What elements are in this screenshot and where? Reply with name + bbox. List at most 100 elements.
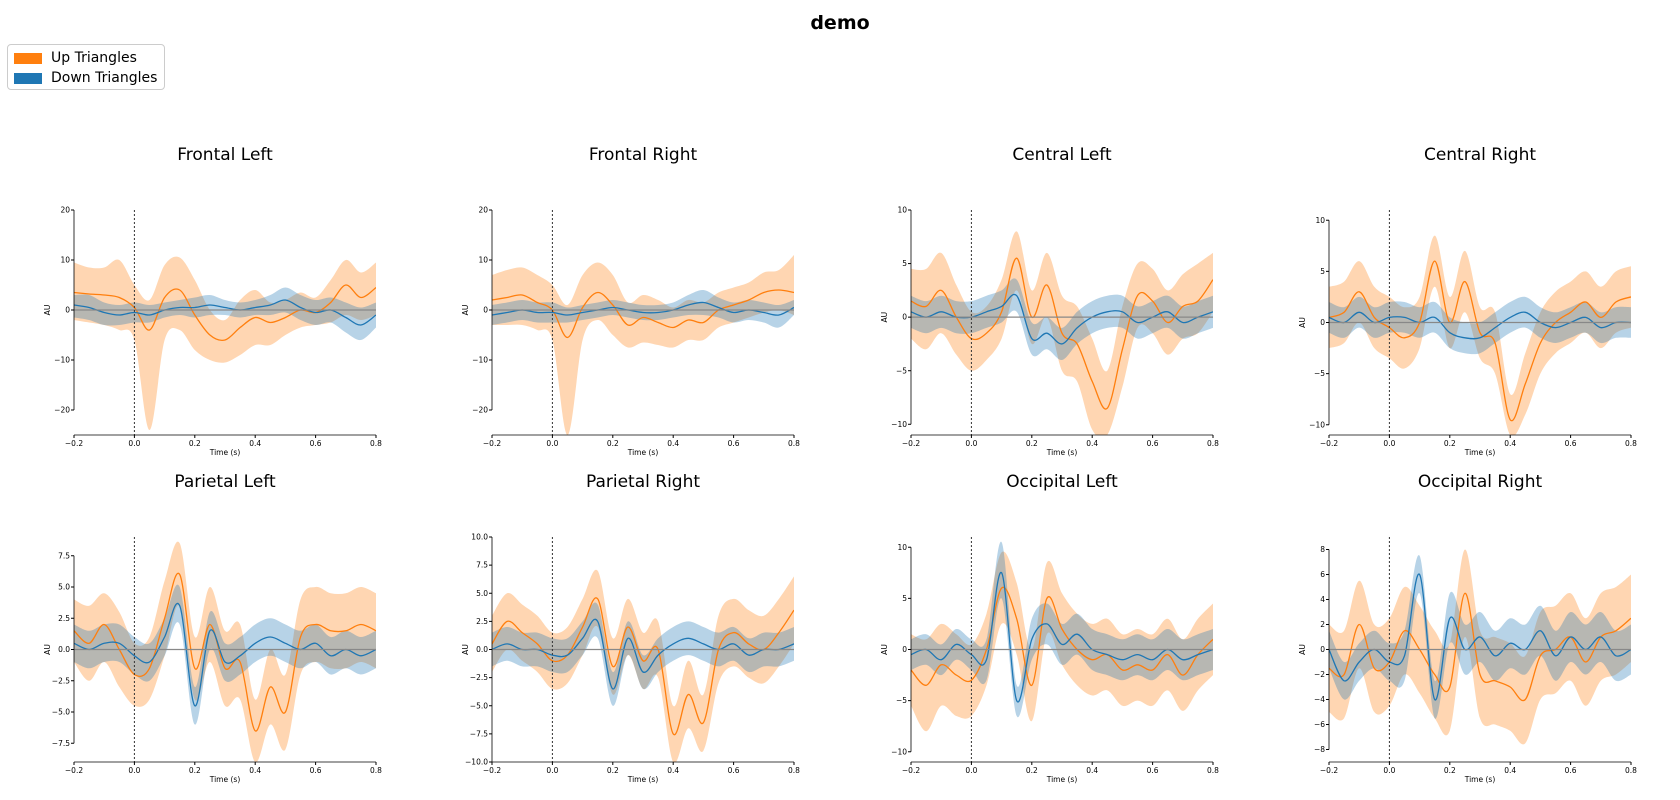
plot-area bbox=[911, 231, 1213, 435]
x-tick-label: 0.4 bbox=[1086, 766, 1098, 775]
x-tick-label: 0.2 bbox=[1444, 439, 1456, 448]
y-tick-label: 10 bbox=[897, 206, 907, 215]
y-tick-label: 10 bbox=[60, 256, 70, 265]
y-tick-label: 10.0 bbox=[471, 533, 488, 542]
x-tick-label: 0.2 bbox=[189, 766, 201, 775]
mean-line-up-triangles bbox=[911, 586, 1213, 686]
x-tick-label: −0.2 bbox=[902, 439, 920, 448]
x-tick-label: −0.2 bbox=[1320, 766, 1338, 775]
subplot-title: Occipital Right bbox=[1418, 472, 1543, 492]
figure-title: demo bbox=[810, 12, 870, 34]
legend-swatch-up bbox=[14, 52, 42, 64]
subplot-title: Parietal Left bbox=[174, 472, 276, 492]
x-axis-label: Time (s) bbox=[1046, 448, 1078, 457]
ci-band-up-triangles bbox=[1329, 235, 1631, 435]
mean-line-up-triangles bbox=[911, 257, 1213, 410]
x-tick-label: 0.6 bbox=[1565, 766, 1577, 775]
subplot-title: Central Left bbox=[1012, 145, 1112, 165]
ci-band-down-triangles bbox=[74, 584, 376, 725]
ci-band-up-triangles bbox=[492, 255, 794, 435]
y-tick-label: −7.5 bbox=[470, 729, 488, 738]
x-tick-label: 0.8 bbox=[1207, 439, 1219, 448]
x-axis-label: Time (s) bbox=[1464, 448, 1496, 457]
plot-area bbox=[492, 255, 794, 435]
legend-label-down: Down Triangles bbox=[51, 70, 158, 86]
ci-band-down-triangles bbox=[911, 278, 1213, 361]
x-tick-label: 0.6 bbox=[1147, 439, 1159, 448]
legend-swatch-down bbox=[14, 72, 42, 84]
y-tick-label: 0 bbox=[902, 645, 907, 654]
x-axis-label: Time (s) bbox=[1046, 775, 1078, 784]
y-tick-label: 10 bbox=[1315, 216, 1325, 225]
mean-line-up-triangles bbox=[74, 572, 376, 732]
x-tick-label: 0.0 bbox=[1383, 766, 1395, 775]
x-tick-label: 0.8 bbox=[788, 439, 800, 448]
y-tick-label: 0.0 bbox=[58, 645, 70, 654]
plot-area bbox=[74, 256, 376, 430]
y-tick-label: −10 bbox=[891, 420, 907, 429]
x-axis-label: Time (s) bbox=[627, 448, 659, 457]
x-tick-label: 0.0 bbox=[965, 766, 977, 775]
mean-line-down-triangles bbox=[74, 602, 376, 707]
mean-line-up-triangles bbox=[74, 284, 376, 342]
x-tick-label: 0.6 bbox=[1565, 439, 1577, 448]
legend: Up Triangles Down Triangles bbox=[7, 44, 165, 90]
x-tick-label: −0.2 bbox=[65, 439, 83, 448]
subplot-title: Parietal Right bbox=[586, 472, 700, 492]
y-tick-label: 0 bbox=[902, 313, 907, 322]
y-tick-label: 2.5 bbox=[58, 614, 70, 623]
y-tick-label: 0 bbox=[483, 306, 488, 315]
x-tick-label: 0.4 bbox=[249, 439, 261, 448]
y-axis-label: AU bbox=[1298, 644, 1307, 655]
x-tick-label: 0.0 bbox=[965, 439, 977, 448]
y-axis-label: AU bbox=[461, 305, 470, 316]
y-tick-label: 10 bbox=[897, 543, 907, 552]
plot-area bbox=[911, 541, 1213, 732]
y-tick-label: −20 bbox=[54, 406, 70, 415]
x-tick-label: 0.0 bbox=[128, 766, 140, 775]
y-tick-label: −5.0 bbox=[52, 708, 70, 717]
y-axis-label: AU bbox=[880, 312, 889, 323]
x-tick-label: 0.4 bbox=[667, 766, 679, 775]
x-tick-label: 0.4 bbox=[1504, 439, 1516, 448]
x-tick-label: 0.0 bbox=[546, 439, 558, 448]
subplot-title: Central Right bbox=[1424, 145, 1536, 165]
subplot-title: Frontal Right bbox=[589, 145, 698, 165]
y-tick-label: 5.0 bbox=[476, 589, 488, 598]
y-tick-label: 0.0 bbox=[476, 645, 488, 654]
plot-area bbox=[1329, 549, 1631, 745]
legend-item-up-triangles: Up Triangles bbox=[14, 49, 137, 67]
subplot-central-left: Central Left −0.2 0.0 0.2 0.4 0.6 0.8 −10 −5 0 5 10… bbox=[880, 145, 1219, 457]
x-tick-label: 0.6 bbox=[1147, 766, 1159, 775]
plot-area bbox=[74, 541, 376, 762]
y-tick-label: 7.5 bbox=[58, 551, 70, 560]
x-tick-label: 0.6 bbox=[310, 766, 322, 775]
x-tick-label: 0.4 bbox=[1504, 766, 1516, 775]
subplot-title: Frontal Left bbox=[177, 145, 273, 165]
x-tick-label: −0.2 bbox=[483, 766, 501, 775]
ci-band-down-triangles bbox=[74, 287, 376, 341]
ci-band-up-triangles bbox=[1329, 549, 1631, 745]
ci-band-up-triangles bbox=[911, 551, 1213, 732]
y-tick-label: −10.0 bbox=[465, 758, 488, 767]
y-tick-label: −6 bbox=[1314, 720, 1325, 729]
y-tick-label: 7.5 bbox=[476, 561, 488, 570]
ci-band-down-triangles bbox=[1329, 296, 1631, 355]
x-tick-label: 0.6 bbox=[310, 439, 322, 448]
mean-line-up-triangles bbox=[492, 289, 794, 339]
x-tick-label: 0.8 bbox=[370, 439, 382, 448]
x-tick-label: −0.2 bbox=[1320, 439, 1338, 448]
subplot-title: Occipital Left bbox=[1006, 472, 1118, 492]
y-tick-label: 5 bbox=[902, 259, 907, 268]
x-axis-label: Time (s) bbox=[209, 448, 241, 457]
x-tick-label: 0.0 bbox=[128, 439, 140, 448]
y-axis-label: AU bbox=[1298, 317, 1307, 328]
subplot-frontal-left: Frontal Left −0.2 0.0 0.2 0.4 0.6 0.8 −20 −10 0 10… bbox=[43, 145, 382, 457]
y-tick-label: −7.5 bbox=[52, 739, 70, 748]
y-tick-label: 0 bbox=[65, 306, 70, 315]
y-axis-label: AU bbox=[880, 644, 889, 655]
y-tick-label: −5.0 bbox=[470, 701, 488, 710]
y-tick-label: 2.5 bbox=[476, 617, 488, 626]
y-tick-label: −20 bbox=[472, 406, 488, 415]
x-tick-label: 0.2 bbox=[1026, 439, 1038, 448]
